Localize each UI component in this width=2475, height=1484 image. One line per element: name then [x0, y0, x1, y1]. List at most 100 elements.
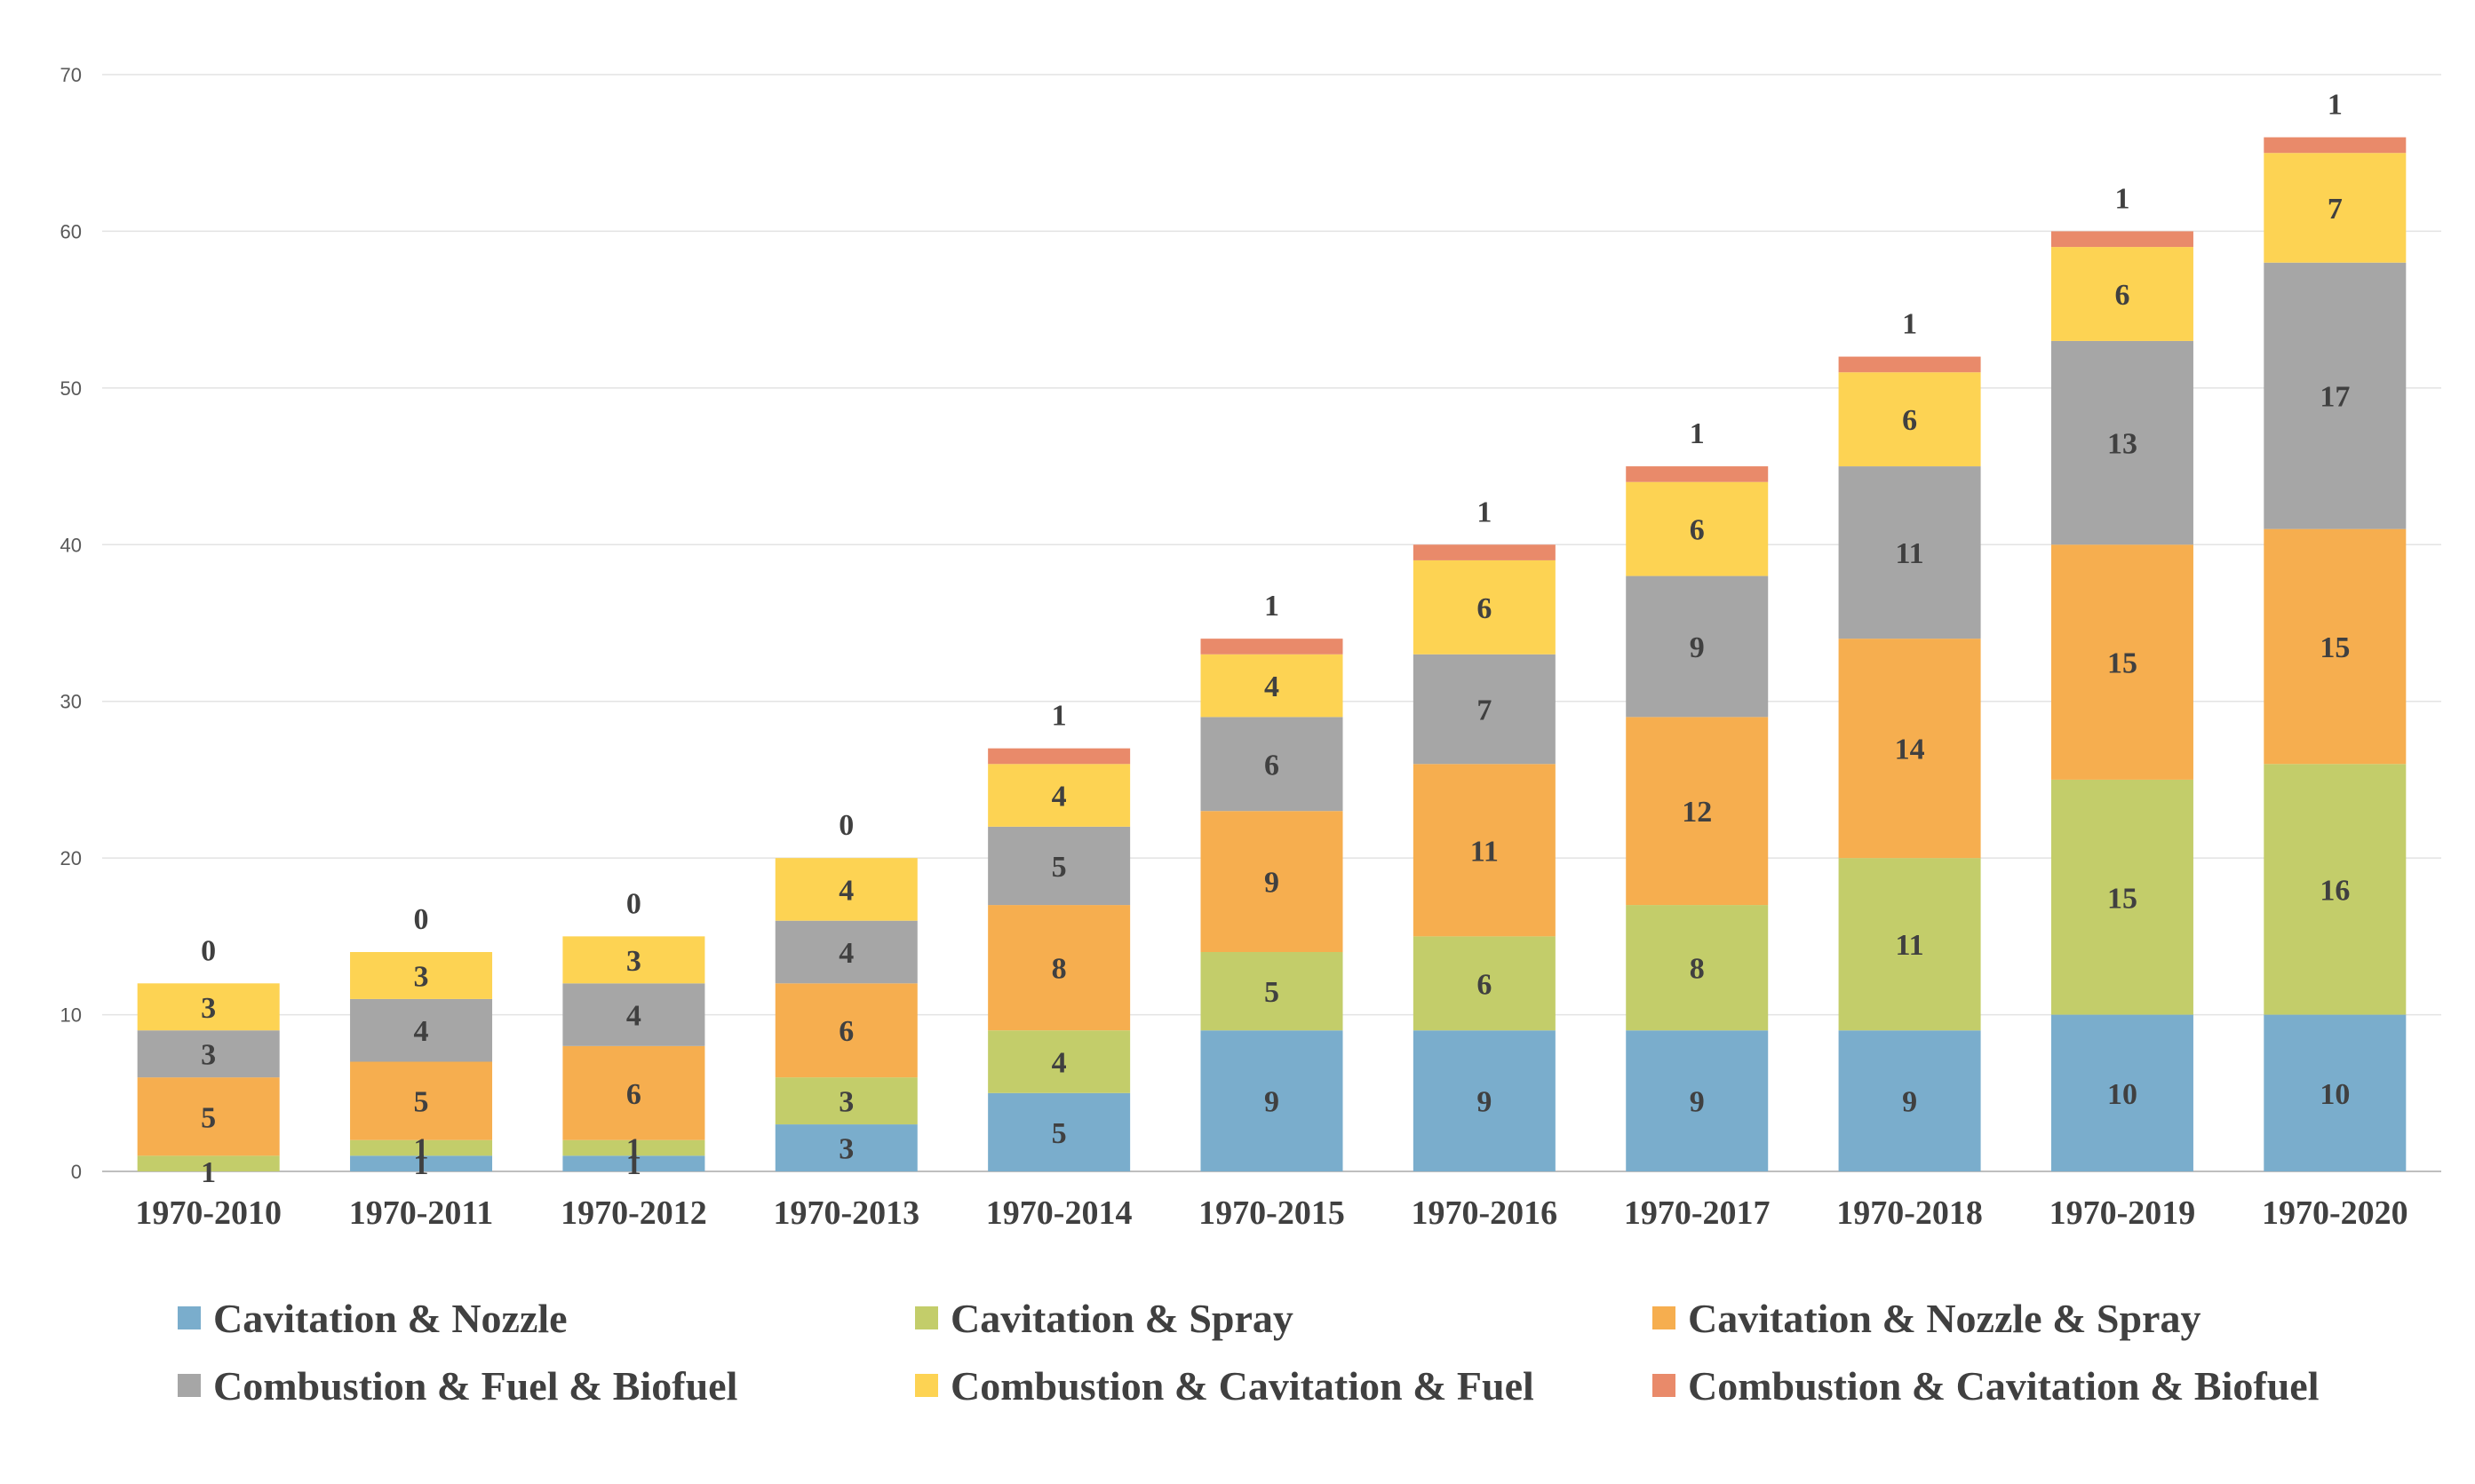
legend-label: Combustion & Cavitation & Biofuel: [1688, 1362, 2320, 1409]
data-label: 1: [2114, 182, 2129, 215]
data-label: 1: [1690, 417, 1705, 450]
x-tick-label: 1970-2012: [561, 1194, 707, 1232]
y-tick-label: 10: [60, 1004, 82, 1027]
y-tick-label: 70: [60, 64, 82, 86]
data-label: 5: [414, 1086, 429, 1119]
bar-segment: [2050, 779, 2193, 1015]
bar-segment: [1626, 1030, 1769, 1171]
data-label: 1: [201, 1156, 216, 1189]
bar-segment: [1626, 905, 1769, 1031]
bar-segment: [137, 1155, 280, 1171]
data-label: 9: [1690, 1086, 1705, 1119]
data-label: 3: [626, 945, 641, 978]
bar-segment: [2264, 153, 2407, 263]
bar-segment: [137, 1077, 280, 1156]
bar-segment: [1838, 466, 1981, 639]
data-label: 6: [1476, 968, 1492, 1001]
bar-segment: [1838, 372, 1981, 467]
y-tick-label: 30: [60, 691, 82, 713]
legend-label: Cavitation & Nozzle: [213, 1295, 568, 1341]
data-label: 3: [839, 1133, 854, 1166]
bar-segment: [988, 764, 1131, 827]
data-label: 15: [2107, 882, 2137, 915]
x-tick-label: 1970-2020: [2262, 1194, 2408, 1232]
bar-segment: [2050, 340, 2193, 545]
bar-segment: [562, 983, 705, 1046]
data-label: 4: [839, 874, 854, 907]
x-tick-label: 1970-2019: [2049, 1194, 2196, 1232]
data-label: 9: [1690, 631, 1705, 664]
legend-swatch: [1652, 1374, 1675, 1397]
bar-segment: [775, 920, 918, 984]
x-tick-label: 1970-2010: [135, 1194, 282, 1232]
bar-segment: [1200, 1030, 1343, 1171]
bar-segment: [775, 858, 918, 921]
data-label: 9: [1902, 1086, 1917, 1119]
data-label: 1: [1902, 308, 1917, 341]
legend-swatch: [178, 1374, 201, 1397]
bar-segment: [562, 1139, 705, 1156]
legend-item: Combustion & Fuel & Biofuel: [178, 1360, 915, 1411]
bar-segment: [1200, 811, 1343, 952]
data-label: 13: [2107, 428, 2137, 461]
y-tick-label: 40: [60, 534, 82, 556]
data-label: 16: [2320, 874, 2350, 907]
data-label: 4: [1052, 781, 1067, 813]
data-label: 5: [201, 1101, 216, 1134]
bar-segment: [1200, 639, 1343, 655]
legend-label: Combustion & Fuel & Biofuel: [213, 1362, 738, 1409]
bar-segment: [2264, 1014, 2407, 1171]
x-axis: 1970-2010 1970-2011 1970-2012 1970-2013 1970…: [135, 1194, 2407, 1232]
data-label: 9: [1264, 867, 1279, 900]
bar-segment: [1626, 575, 1769, 718]
data-label: 4: [626, 1000, 641, 1033]
legend-swatch: [915, 1306, 938, 1329]
data-label: 10: [2320, 1078, 2350, 1111]
bar-segment: [137, 1030, 280, 1078]
bar-segment: [1413, 654, 1556, 765]
legend-label: Cavitation & Nozzle & Spray: [1688, 1295, 2201, 1341]
legend-swatch: [178, 1306, 201, 1329]
bar-segment: [350, 998, 493, 1062]
bar-segment: [2050, 1014, 2193, 1171]
bar-segment: [988, 1030, 1131, 1093]
legend-label: Cavitation & Spray: [951, 1295, 1293, 1341]
data-label: 1: [626, 1148, 641, 1181]
legend-item: Cavitation & Nozzle: [178, 1292, 915, 1344]
data-label: 6: [1476, 592, 1492, 625]
data-label: 6: [1690, 514, 1705, 547]
data-label: 6: [839, 1015, 854, 1048]
bar-segment: [1413, 936, 1556, 1031]
bar-segment: [350, 952, 493, 999]
bar-segment: [1838, 639, 1981, 859]
bar-segment: [2050, 231, 2193, 248]
data-label: 17: [2320, 381, 2350, 414]
data-label: 7: [2328, 193, 2343, 226]
data-label: 5: [1052, 1117, 1067, 1150]
legend-item: Cavitation & Spray: [915, 1292, 1652, 1344]
data-label: 0: [839, 809, 854, 842]
data-label: 3: [201, 992, 216, 1025]
legend-swatch: [915, 1374, 938, 1397]
bar-segment: [1200, 654, 1343, 718]
bar-segment: [1413, 764, 1556, 937]
bar-segment: [350, 1061, 493, 1140]
data-label: 0: [414, 903, 429, 936]
bar-segment: [1626, 717, 1769, 906]
x-tick-label: 1970-2015: [1198, 1194, 1345, 1232]
x-tick-label: 1970-2017: [1624, 1194, 1771, 1232]
bar-segment: [988, 826, 1131, 906]
data-label: 11: [1896, 537, 1924, 570]
bar-segment: [775, 983, 918, 1078]
data-label: 3: [839, 1086, 854, 1119]
data-label: 1: [414, 1148, 429, 1181]
data-label: 1: [414, 1133, 429, 1166]
bar-segment: [988, 748, 1131, 765]
data-label: 3: [201, 1039, 216, 1072]
data-label: 14: [1895, 734, 1925, 766]
data-label: 4: [839, 937, 854, 970]
data-label: 9: [1264, 1086, 1279, 1119]
data-label: 0: [201, 934, 216, 967]
data-label: 9: [1476, 1086, 1492, 1119]
data-labels: 1533011543011643033644054854195964196117…: [201, 89, 2350, 1189]
